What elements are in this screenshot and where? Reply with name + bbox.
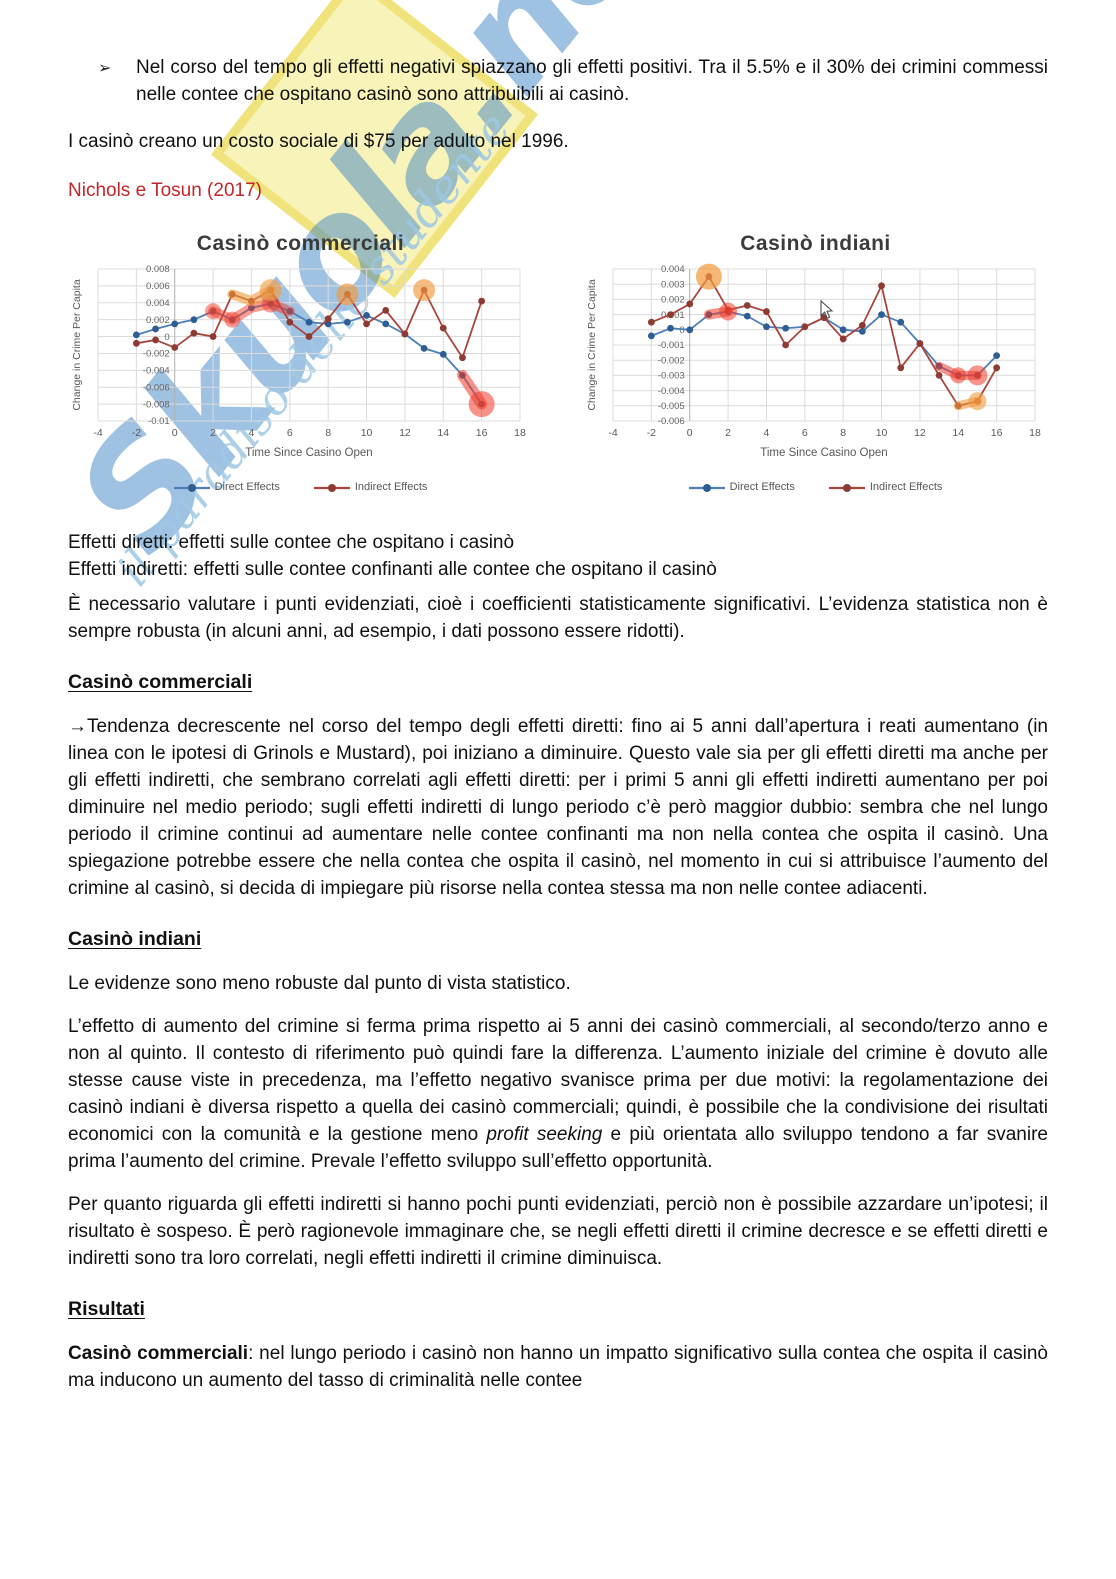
svg-text:10: 10 [361, 427, 373, 439]
chart-legend-indian: Direct Effects Indirect Effects [583, 474, 1048, 501]
svg-text:0.003: 0.003 [661, 279, 685, 290]
paragraph-indirect-hypothesis: Per quanto riguarda gli effetti indirett… [68, 1194, 1048, 1269]
charts-row: Casinò commerciali 0.008 0.006 0.004 0.002 0… [68, 230, 1048, 501]
svg-text:-4: -4 [608, 427, 617, 439]
svg-text:-0.008: -0.008 [143, 399, 170, 410]
svg-text:-2: -2 [132, 427, 141, 439]
svg-text:4: 4 [249, 427, 255, 439]
heading-results: Risultati [68, 1298, 145, 1320]
bullet-item: ➢ Nel corso del tempo gli effetti negati… [98, 54, 1048, 108]
legend-label-indirect: Indirect Effects [354, 481, 428, 493]
svg-text:0.002: 0.002 [146, 315, 170, 326]
svg-text:Change in Crime Per Capita: Change in Crime Per Capita [71, 279, 83, 410]
document-content: ➢ Nel corso del tempo gli effetti negati… [68, 54, 1048, 1394]
svg-text:2: 2 [210, 427, 216, 439]
social-cost-line: I casinò creano un costo sociale di $75 … [68, 131, 569, 152]
paragraph-commercial-analysis: →Tendenza decrescente nel corso del temp… [68, 716, 1048, 899]
svg-text:0: 0 [687, 427, 693, 439]
bullet-arrow-icon: ➢ [98, 60, 112, 77]
legend-marker-indirect-icon [313, 483, 350, 492]
legend-marker-indirect-icon [828, 483, 865, 492]
legend-item-indirect: Indirect Effects [828, 474, 943, 501]
citation-line: Nichols e Tosun (2017) [68, 180, 262, 201]
svg-text:14: 14 [952, 427, 964, 439]
mouse-cursor-icon [820, 299, 834, 325]
svg-text:8: 8 [325, 427, 331, 439]
paragraph-indian-analysis: L’effetto di aumento del crimine si ferm… [68, 1013, 1048, 1175]
svg-text:0.004: 0.004 [661, 264, 685, 275]
chart-legend-commercial: Direct Effects Indirect Effects [68, 474, 533, 501]
svg-text:0.004: 0.004 [146, 298, 170, 309]
legend-label-direct: Direct Effects [214, 481, 280, 493]
chart-title-commercial: Casinò commerciali [196, 232, 405, 255]
indian-analysis-italic: profit seeking [486, 1124, 603, 1145]
svg-text:18: 18 [514, 427, 526, 439]
indian-analysis-part1: L’effetto di aumento del crimine si ferm… [68, 1016, 1048, 1145]
svg-text:-0.003: -0.003 [658, 371, 685, 382]
svg-text:2: 2 [725, 427, 731, 439]
svg-text:-4: -4 [93, 427, 102, 439]
svg-text:0: 0 [164, 332, 169, 343]
svg-text:6: 6 [802, 427, 808, 439]
chart-indian-casinos: Casinò indiani 0.0040.0030.0020.0010-0.0… [583, 230, 1048, 501]
svg-text:16: 16 [476, 427, 488, 439]
svg-text:8: 8 [840, 427, 846, 439]
paragraph-indian-intro: Le evidenze sono meno robuste dal punto … [68, 973, 571, 994]
svg-text:10: 10 [876, 427, 888, 439]
heading-commercial-casinos: Casinò commerciali [68, 671, 253, 693]
svg-text:Time Since Casino Open: Time Since Casino Open [760, 447, 887, 459]
svg-text:-0.004: -0.004 [143, 366, 170, 377]
chart-plot-indian: 0.0040.0030.0020.0010-0.001-0.002-0.003-… [586, 263, 1041, 459]
paragraph-evaluate-points: È necessario valutare i punti evidenziat… [68, 594, 1048, 642]
svg-text:0.008: 0.008 [146, 264, 170, 275]
svg-text:12: 12 [399, 427, 411, 439]
svg-text:-0.01: -0.01 [148, 416, 170, 427]
svg-text:6: 6 [287, 427, 293, 439]
legend-label-direct: Direct Effects [729, 481, 795, 493]
svg-text:Change in Crime Per Capita: Change in Crime Per Capita [586, 279, 598, 410]
svg-text:-0.001: -0.001 [658, 340, 685, 351]
legend-item-direct: Direct Effects [688, 474, 795, 501]
svg-text:-0.005: -0.005 [658, 401, 685, 412]
svg-text:-0.002: -0.002 [143, 349, 170, 360]
svg-text:-2: -2 [647, 427, 656, 439]
legend-marker-direct-icon [688, 483, 725, 492]
chart-plot-commercial: 0.008 0.006 0.004 0.002 0 -0.002 -0.004 -0.006 -… [71, 264, 526, 459]
svg-text:0.002: 0.002 [661, 295, 685, 306]
results-rest: : nel lungo periodo i casinò non hanno u… [68, 1343, 1048, 1391]
results-bold-lead: Casinò commerciali [68, 1343, 249, 1364]
svg-text:-0.006: -0.006 [658, 416, 685, 427]
legend-item-direct: Direct Effects [173, 474, 280, 501]
legend-marker-direct-icon [173, 483, 210, 492]
svg-text:-0.002: -0.002 [658, 355, 685, 366]
svg-text:14: 14 [437, 427, 449, 439]
legend-item-indirect: Indirect Effects [313, 474, 428, 501]
indian-analysis-part2: e più orientata allo sviluppo tendono a … [68, 1124, 1048, 1172]
svg-text:-0.004: -0.004 [658, 386, 685, 397]
legend-label-indirect: Indirect Effects [869, 481, 943, 493]
chart-title-indian: Casinò indiani [740, 232, 891, 255]
svg-text:16: 16 [991, 427, 1003, 439]
definition-indirect-effects: Effetti indiretti: effetti sulle contee … [68, 559, 717, 580]
svg-text:0: 0 [679, 325, 684, 336]
svg-text:18: 18 [1029, 427, 1041, 439]
svg-text:4: 4 [764, 427, 770, 439]
definition-direct-effects: Effetti diretti: effetti sulle contee ch… [68, 532, 515, 553]
svg-text:12: 12 [914, 427, 926, 439]
heading-indian-casinos: Casinò indiani [68, 928, 202, 950]
svg-text:Time Since Casino Open: Time Since Casino Open [245, 447, 372, 459]
svg-text:0: 0 [172, 427, 178, 439]
svg-text:0.006: 0.006 [146, 281, 170, 292]
bullet-text: Nel corso del tempo gli effetti negativi… [136, 57, 1048, 105]
paragraph-results: Casinò commerciali: nel lungo periodo i … [68, 1340, 1048, 1394]
chart-commercial-casinos: Casinò commerciali 0.008 0.006 0.004 0.002 0… [68, 230, 533, 501]
svg-text:-0.006: -0.006 [143, 382, 170, 393]
